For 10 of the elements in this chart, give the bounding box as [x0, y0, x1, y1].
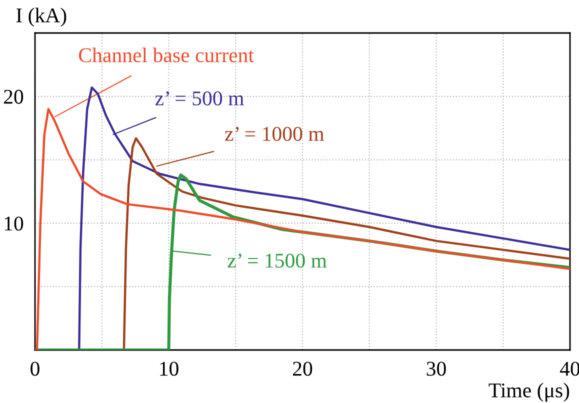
annotation: z’ = 1000 m: [225, 126, 324, 141]
x-tick-label: 10: [160, 362, 178, 376]
x-tick-label: 0: [30, 362, 40, 376]
annotation: z’ = 1500 m: [228, 254, 327, 268]
annotation: Channel base current: [79, 48, 254, 62]
annotation: z’ = 500 m: [155, 91, 244, 106]
y-axis-title: I (kA): [16, 8, 66, 27]
x-tick-label: 30: [426, 362, 446, 376]
x-axis-title: Time (μs): [488, 382, 570, 402]
x-tick-label: 20: [293, 362, 312, 376]
